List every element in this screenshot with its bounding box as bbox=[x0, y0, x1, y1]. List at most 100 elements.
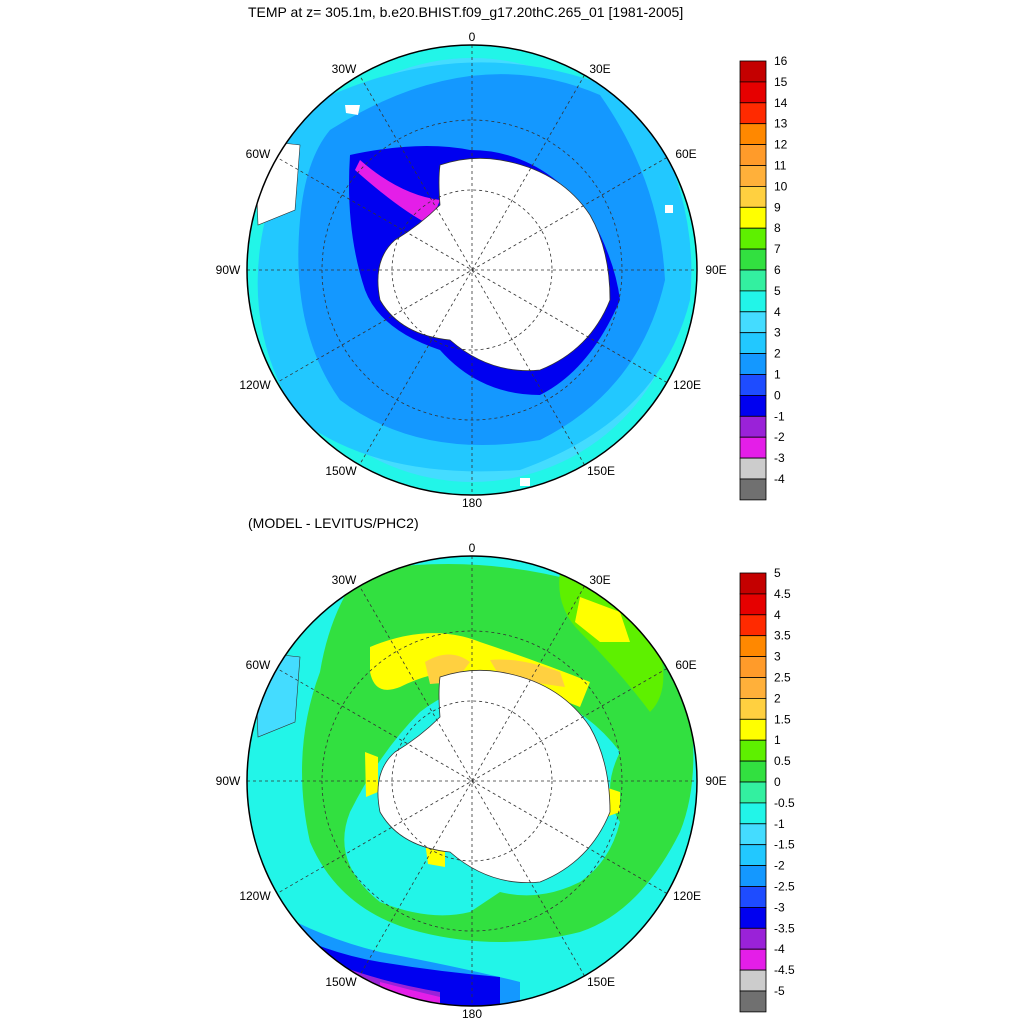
colorbar-swatch bbox=[739, 81, 767, 104]
lon-label-0: 0 bbox=[469, 30, 476, 44]
lon-label-30w: 30W bbox=[332, 62, 357, 76]
colorbar-swatch bbox=[739, 781, 767, 804]
colorbar-swatch bbox=[739, 656, 767, 678]
colorbar-tick-label: 4 bbox=[774, 305, 781, 319]
temperature-map-panel: 0 30E 60E 90E 120E 150E 180 150W 120W 90… bbox=[216, 30, 788, 510]
difference-map-panel: 0 30E 60E 90E 120E 150E 180 150W 120W 90… bbox=[216, 541, 795, 1021]
colorbar-tick-label: -0.5 bbox=[774, 796, 795, 810]
colorbar-tick-label: 12 bbox=[774, 138, 788, 152]
lon-label-30w: 30W bbox=[332, 573, 357, 587]
colorbar-swatch bbox=[739, 697, 767, 720]
map-boundary bbox=[246, 44, 698, 496]
colorbar-swatch bbox=[739, 394, 767, 417]
colorbar-tick-label: 2 bbox=[774, 691, 781, 705]
colorbar-swatch bbox=[739, 823, 767, 846]
colorbar-tick-label: 13 bbox=[774, 117, 788, 131]
lon-label-180: 180 bbox=[462, 1007, 482, 1021]
lon-label-60w: 60W bbox=[246, 658, 271, 672]
colorbar-swatch bbox=[739, 990, 767, 1013]
colorbar-swatch bbox=[739, 415, 767, 438]
colorbar-swatch bbox=[739, 677, 767, 699]
lon-label-120w: 120W bbox=[239, 378, 271, 392]
colorbar-swatch bbox=[739, 102, 767, 125]
colorbar-tick-label: -2.5 bbox=[774, 880, 795, 894]
lon-label-150w: 150W bbox=[325, 975, 357, 989]
colorbar-tick-label: 7 bbox=[774, 242, 781, 256]
lon-label-90e: 90E bbox=[705, 774, 726, 788]
colorbar-tick-label: 9 bbox=[774, 200, 781, 214]
colorbar-bottom: 5 4.5 4 3.5 3 2.5 2 1.5 1 0.5 0 -0.5 -1 -1.5 -2 -2.5 -3 -… bbox=[739, 566, 795, 1013]
colorbar-tick-label: 0 bbox=[774, 388, 781, 402]
lon-label-30e: 30E bbox=[589, 573, 610, 587]
colorbar-tick-label: -4 bbox=[774, 472, 785, 486]
lon-label-60e: 60E bbox=[675, 658, 696, 672]
colorbar-swatch bbox=[739, 165, 767, 187]
colorbar-tick-label: 16 bbox=[774, 54, 788, 68]
graticule bbox=[247, 556, 697, 1006]
lon-label-150w: 150W bbox=[325, 464, 357, 478]
colorbar-tick-label: 11 bbox=[774, 159, 787, 173]
colorbar-swatch bbox=[739, 227, 767, 250]
lon-label-90w: 90W bbox=[216, 774, 241, 788]
colorbar-tick-label: -5 bbox=[774, 984, 785, 998]
colorbar-swatch bbox=[739, 332, 767, 355]
lon-label-120w: 120W bbox=[239, 889, 271, 903]
lon-label-120e: 120E bbox=[673, 889, 701, 903]
colorbar-tick-label: 1.5 bbox=[774, 712, 791, 726]
colorbar-swatch bbox=[739, 718, 767, 741]
map-title-top: TEMP at z= 305.1m, b.e20.BHIST.f09_g17.2… bbox=[248, 4, 684, 20]
colorbar-swatch bbox=[739, 374, 767, 396]
colorbar-swatch bbox=[739, 60, 767, 83]
colorbar-swatch bbox=[739, 123, 767, 145]
colorbar-tick-label: -3 bbox=[774, 451, 785, 465]
lon-label-150e: 150E bbox=[587, 975, 615, 989]
colorbar-tick-label: 15 bbox=[774, 75, 788, 89]
colorbar-swatch bbox=[739, 593, 767, 616]
colorbar-tick-label: 5 bbox=[774, 284, 781, 298]
colorbar-tick-label: -1 bbox=[774, 409, 785, 423]
colorbar-swatch bbox=[739, 739, 767, 762]
lon-label-150e: 150E bbox=[587, 464, 615, 478]
colorbar-tick-label: 3 bbox=[774, 650, 781, 664]
colorbar-swatch bbox=[739, 572, 767, 595]
lon-label-90w: 90W bbox=[216, 263, 241, 277]
colorbar-tick-label: 1 bbox=[774, 368, 781, 382]
colorbar-swatch bbox=[739, 865, 767, 887]
colorbar-tick-label: 3 bbox=[774, 326, 781, 340]
colorbar-swatch bbox=[739, 948, 767, 971]
colorbar-swatch bbox=[739, 927, 767, 950]
colorbar-tick-label: 3.5 bbox=[774, 629, 791, 643]
colorbar-swatch bbox=[739, 185, 767, 208]
colorbar-tick-label: -1.5 bbox=[774, 838, 795, 852]
colorbar-tick-label: 0 bbox=[774, 775, 781, 789]
lon-label-30e: 30E bbox=[589, 62, 610, 76]
colorbar-tick-label: 4 bbox=[774, 608, 781, 622]
colorbar-tick-label: 6 bbox=[774, 263, 781, 277]
colorbar-swatch bbox=[739, 353, 767, 375]
colorbar-swatch bbox=[739, 844, 767, 867]
colorbar-tick-label: -3.5 bbox=[774, 921, 795, 935]
colorbar-swatch bbox=[739, 802, 767, 825]
graticule bbox=[247, 45, 697, 495]
lon-label-0: 0 bbox=[469, 541, 476, 555]
colorbar-tick-label: -4 bbox=[774, 942, 785, 956]
colorbar-swatch bbox=[739, 206, 767, 229]
colorbar-tick-label: 10 bbox=[774, 179, 788, 193]
colorbar-swatch bbox=[739, 290, 767, 313]
colorbar-swatch bbox=[739, 248, 767, 271]
colorbar-tick-label: 2.5 bbox=[774, 671, 791, 685]
colorbar-swatch bbox=[739, 478, 767, 501]
colorbar-swatch bbox=[739, 969, 767, 992]
colorbar-tick-label: -3 bbox=[774, 900, 785, 914]
colorbar-swatch bbox=[739, 614, 767, 637]
colorbar-tick-label: 4.5 bbox=[774, 587, 791, 601]
lon-label-60w: 60W bbox=[246, 147, 271, 161]
colorbar-swatch bbox=[739, 760, 767, 783]
colorbar-tick-label: -2 bbox=[774, 859, 785, 873]
colorbar-swatch bbox=[739, 886, 767, 908]
lon-label-90e: 90E bbox=[705, 263, 726, 277]
colorbar-tick-label: -2 bbox=[774, 430, 785, 444]
colorbar-swatch bbox=[739, 635, 767, 657]
map-title-bottom: (MODEL - LEVITUS/PHC2) bbox=[248, 515, 419, 531]
